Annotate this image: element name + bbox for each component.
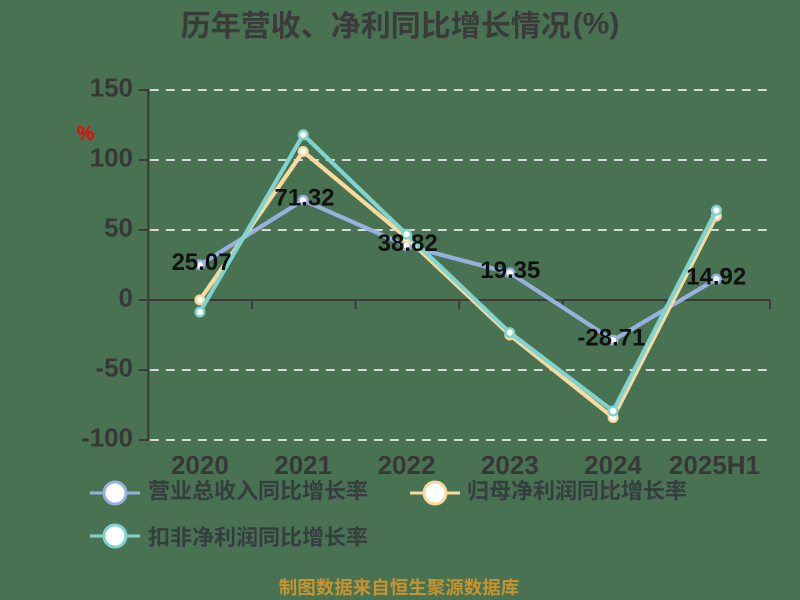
- svg-text:-50: -50: [95, 352, 133, 382]
- svg-text:2025H1: 2025H1: [669, 450, 760, 480]
- svg-text:71.32: 71.32: [274, 185, 334, 212]
- svg-text:100: 100: [90, 142, 133, 172]
- svg-text:14.92: 14.92: [686, 263, 746, 290]
- svg-text:-100: -100: [81, 422, 133, 452]
- svg-text:25.07: 25.07: [172, 249, 232, 276]
- svg-text:50: 50: [104, 212, 133, 242]
- svg-text:(%): (%): [573, 8, 620, 41]
- svg-text:38.82: 38.82: [378, 230, 438, 257]
- svg-text:150: 150: [90, 72, 133, 102]
- svg-text:0: 0: [119, 282, 133, 312]
- svg-text:19.35: 19.35: [480, 257, 540, 284]
- svg-text:-28.71: -28.71: [577, 325, 645, 352]
- svg-text:%: %: [77, 123, 95, 145]
- svg-text:2024: 2024: [584, 450, 642, 480]
- svg-text:2020: 2020: [171, 450, 229, 480]
- svg-text:2021: 2021: [274, 450, 332, 480]
- svg-text:2023: 2023: [481, 450, 539, 480]
- svg-text:2022: 2022: [378, 450, 436, 480]
